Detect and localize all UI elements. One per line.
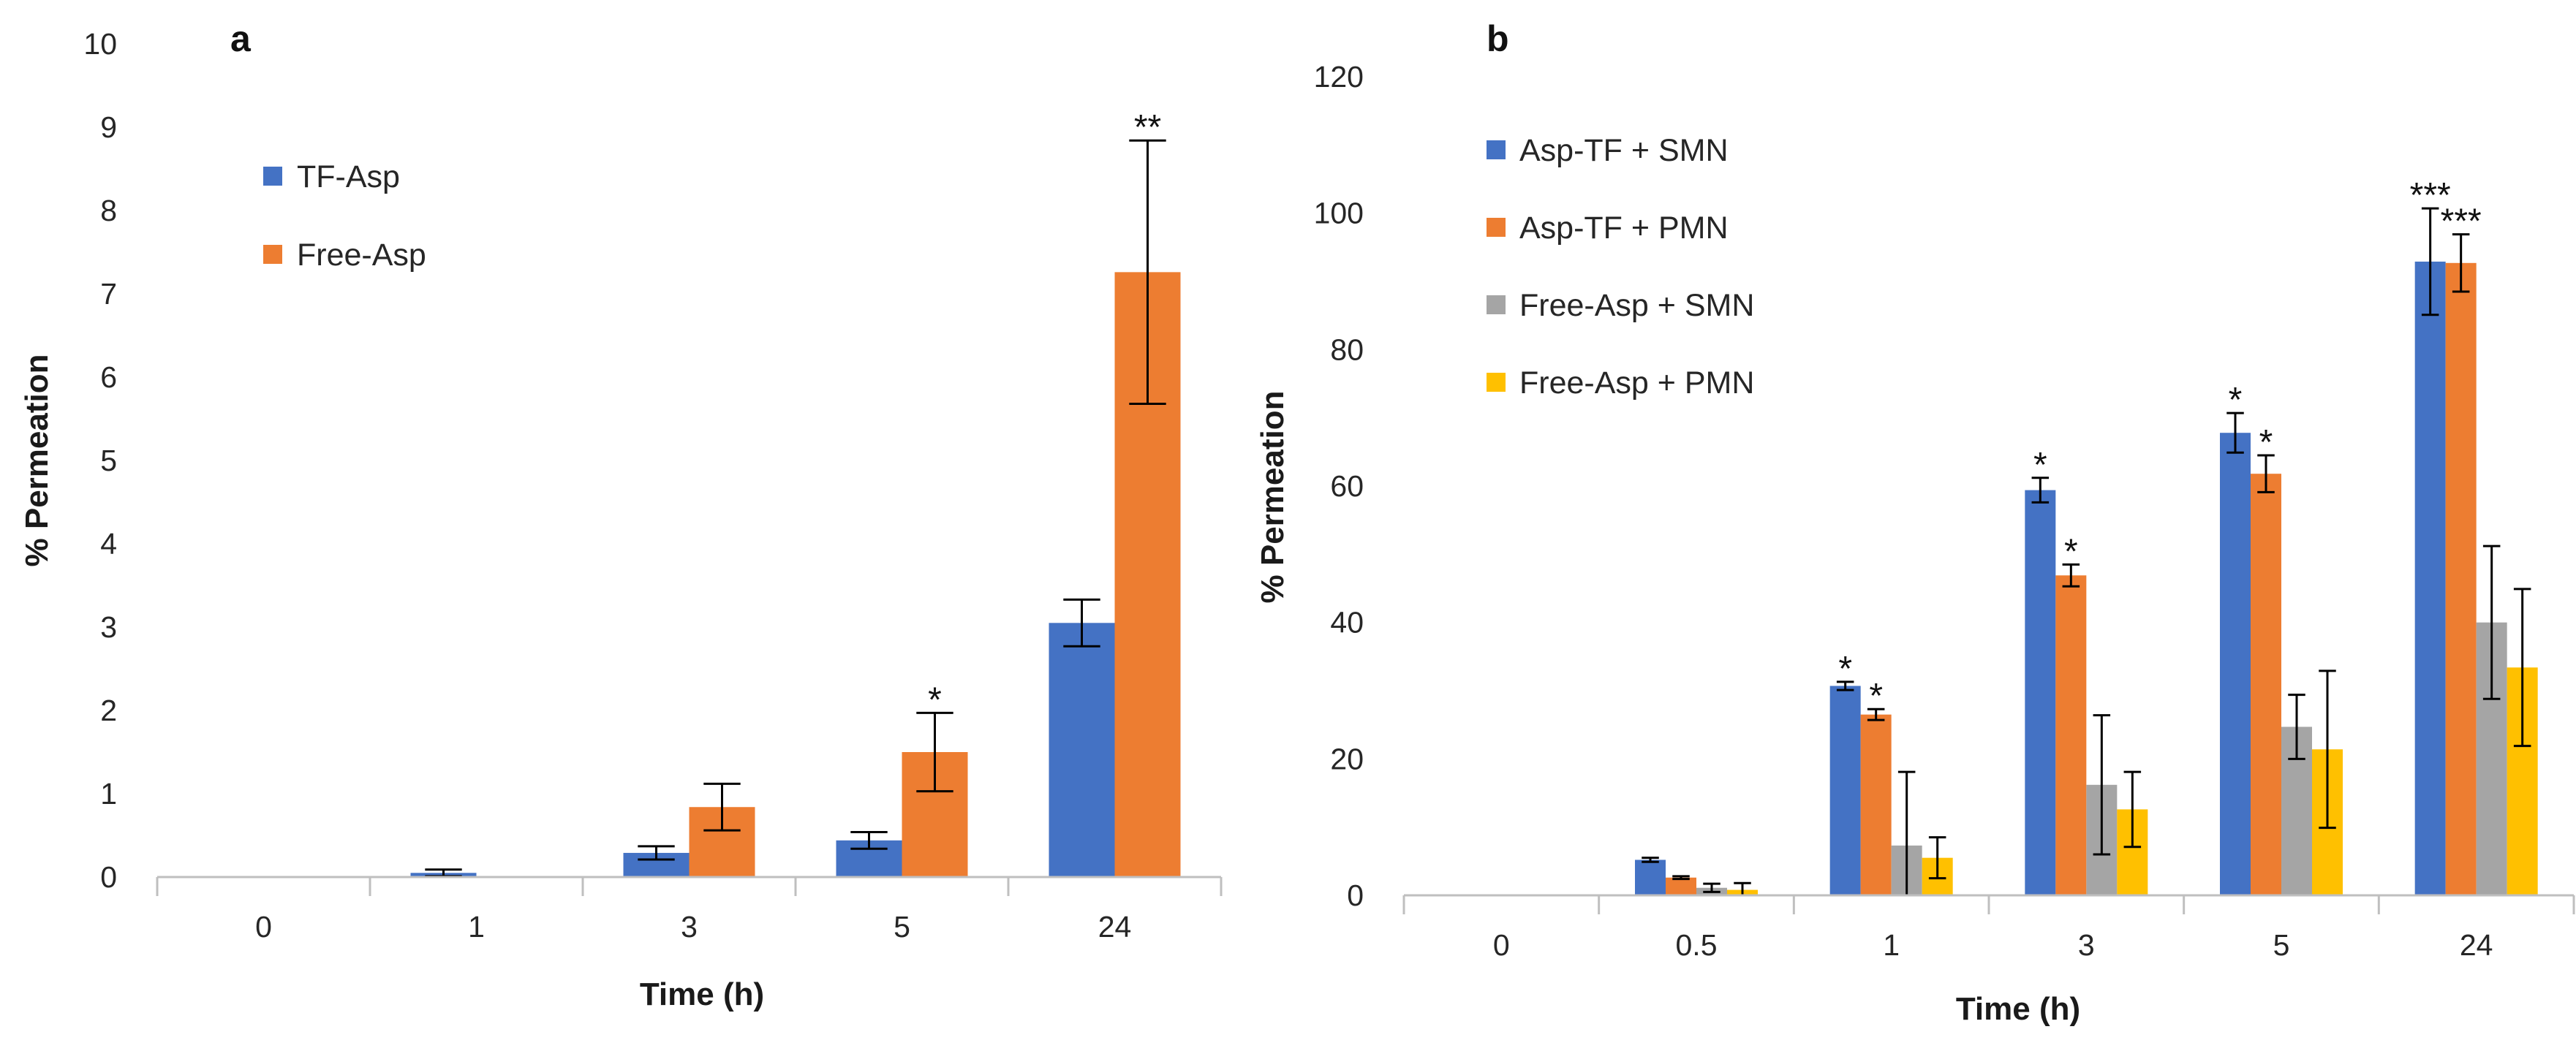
significance-mark: * — [928, 680, 942, 719]
panel-a-x-axis-title: Time (h) — [640, 976, 764, 1012]
panel-b-x-axis-title: Time (h) — [1956, 991, 2080, 1027]
y-tick-label: 2 — [100, 694, 117, 727]
x-tick-label: 0 — [255, 910, 272, 944]
y-tick-label: 4 — [100, 527, 117, 561]
panel-b-label: b — [1487, 18, 1509, 59]
bar-tf-asp-24 — [1049, 623, 1115, 877]
legend-swatch-free-asp-smn — [1487, 295, 1506, 314]
significance-mark: * — [1838, 650, 1852, 688]
y-tick-label: 5 — [100, 444, 117, 477]
y-tick-label: 9 — [100, 110, 117, 144]
legend-label-free-asp: Free-Asp — [297, 238, 426, 273]
y-tick-label: 6 — [100, 360, 117, 394]
bar-asp-tf-pmn-24 — [2445, 262, 2477, 895]
legend-swatch-asp-tf-smn — [1487, 140, 1506, 159]
legend-label-tf-asp: TF-Asp — [297, 159, 400, 194]
significance-mark: * — [1869, 677, 1883, 716]
legend-swatch-asp-tf-pmn — [1487, 218, 1506, 237]
bar-asp-tf-pmn-1 — [1860, 714, 1892, 895]
x-tick-label: 5 — [2273, 928, 2290, 962]
x-tick-label: 24 — [2460, 928, 2493, 962]
panel-a-y-ticks: 0 1 2 3 4 5 6 7 8 9 10 — [83, 27, 117, 894]
significance-mark: * — [2033, 446, 2047, 485]
panel-b-y-ticks: 0 20 40 60 80 100 120 — [1314, 60, 1364, 912]
panel-b-significance-marks: ************ — [1838, 176, 2481, 716]
x-tick-label: 3 — [2078, 928, 2095, 962]
panel-b-y-axis-title: % Permeation — [1255, 391, 1291, 604]
y-tick-label: 10 — [83, 27, 117, 61]
y-tick-label: 0 — [100, 860, 117, 894]
significance-mark: * — [2064, 532, 2078, 571]
panel-a-legend: TF-Asp Free-Asp — [263, 159, 426, 273]
y-tick-label: 40 — [1330, 606, 1364, 640]
y-tick-label: 120 — [1314, 60, 1364, 94]
x-tick-label: 5 — [894, 910, 910, 944]
y-tick-label: 20 — [1330, 742, 1364, 775]
legend-label-asp-tf-smn: Asp-TF + SMN — [1519, 133, 1729, 168]
x-tick-label: 24 — [1098, 910, 1132, 944]
y-tick-label: 1 — [100, 777, 117, 811]
y-tick-label: 0 — [1347, 879, 1364, 912]
bar-asp-tf-pmn-5 — [2251, 474, 2281, 895]
bar-asp-tf-smn-0_5 — [1635, 860, 1666, 895]
legend-swatch-tf-asp — [263, 167, 282, 186]
panel-b-x-ticks: 0 0.5 1 3 5 24 — [1402, 895, 2575, 962]
panel-a-bars — [410, 272, 1181, 877]
bar-asp-tf-smn-5 — [2220, 433, 2251, 895]
x-tick-label: 3 — [681, 910, 698, 944]
y-tick-label: 60 — [1330, 469, 1364, 503]
x-tick-label: 0.5 — [1676, 928, 1718, 962]
legend-label-free-asp-smn: Free-Asp + SMN — [1519, 288, 1754, 323]
y-tick-label: 3 — [100, 610, 117, 644]
significance-mark: * — [2259, 423, 2273, 462]
panel-a-label: a — [230, 18, 252, 59]
y-tick-label: 8 — [100, 194, 117, 227]
x-tick-label: 1 — [468, 910, 485, 944]
panel-a-y-axis-title: % Permeation — [19, 354, 55, 567]
bar-asp-tf-smn-24 — [2414, 261, 2446, 895]
bar-asp-tf-pmn-3 — [2055, 575, 2087, 895]
x-tick-label: 1 — [1883, 928, 1900, 962]
panel-b-legend: Asp-TF + SMN Asp-TF + PMN Free-Asp + SMN… — [1487, 133, 1754, 401]
legend-swatch-free-asp — [263, 245, 282, 264]
significance-mark: *** — [2441, 202, 2482, 241]
panel-b-error-bars — [1642, 207, 2531, 897]
y-tick-label: 7 — [100, 277, 117, 311]
legend-swatch-free-asp-pmn — [1487, 373, 1506, 392]
panel-a-significance-marks: *** — [928, 108, 1161, 719]
y-tick-label: 100 — [1314, 197, 1364, 230]
significance-mark: *** — [2410, 176, 2451, 215]
bar-asp-tf-smn-3 — [2025, 490, 2056, 895]
legend-label-asp-tf-pmn: Asp-TF + PMN — [1519, 210, 1729, 246]
x-tick-label: 0 — [1493, 928, 1510, 962]
panel-a-x-ticks: 0 1 3 5 24 — [156, 877, 1223, 944]
y-tick-label: 80 — [1330, 333, 1364, 366]
panel-b-bars — [1635, 261, 2538, 895]
significance-mark: ** — [1134, 108, 1161, 147]
legend-label-free-asp-pmn: Free-Asp + PMN — [1519, 365, 1754, 401]
bar-asp-tf-smn-1 — [1829, 686, 1861, 895]
bar-asp-tf-pmn-0_5 — [1666, 877, 1696, 895]
significance-mark: * — [2229, 381, 2243, 420]
